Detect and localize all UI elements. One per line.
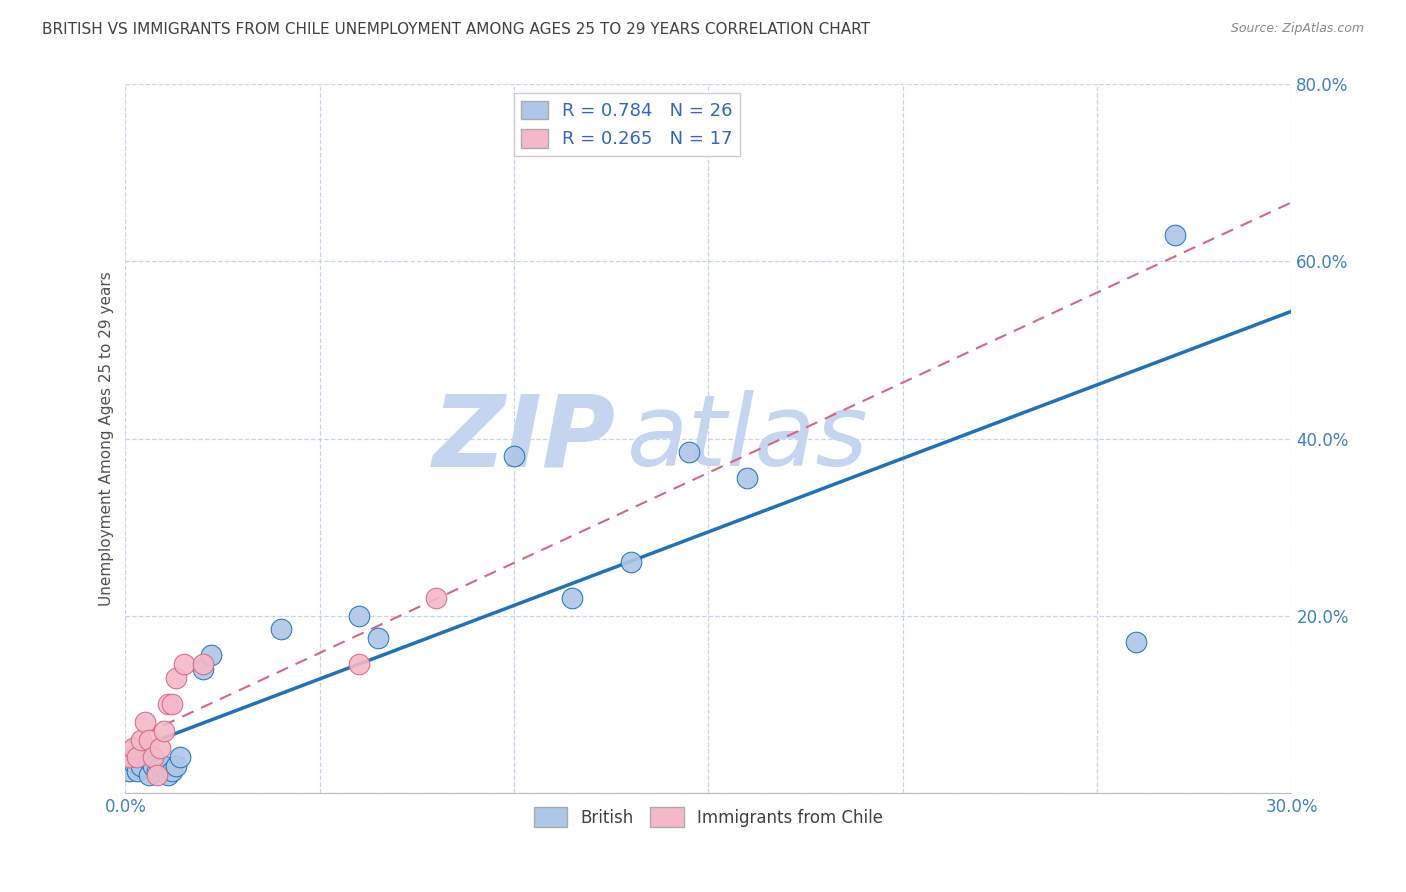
- Text: Source: ZipAtlas.com: Source: ZipAtlas.com: [1230, 22, 1364, 36]
- Point: [620, 556, 643, 570]
- Point: [1125, 635, 1147, 649]
- Point: [142, 759, 165, 773]
- Text: ZIP: ZIP: [432, 390, 616, 487]
- Y-axis label: Unemployment Among Ages 25 to 29 years: Unemployment Among Ages 25 to 29 years: [100, 271, 114, 606]
- Point: [157, 697, 180, 711]
- Point: [193, 657, 215, 672]
- Point: [134, 750, 156, 764]
- Point: [142, 750, 165, 764]
- Point: [145, 768, 167, 782]
- Point: [173, 657, 195, 672]
- Point: [503, 449, 526, 463]
- Point: [138, 732, 160, 747]
- Point: [169, 750, 191, 764]
- Point: [678, 445, 700, 459]
- Point: [127, 750, 149, 764]
- Point: [118, 764, 141, 778]
- Point: [157, 768, 180, 782]
- Point: [160, 764, 183, 778]
- Point: [138, 768, 160, 782]
- Text: atlas: atlas: [627, 390, 869, 487]
- Point: [193, 662, 215, 676]
- Point: [149, 741, 172, 756]
- Point: [425, 591, 447, 605]
- Point: [145, 764, 167, 778]
- Point: [165, 759, 187, 773]
- Point: [160, 697, 183, 711]
- Point: [134, 714, 156, 729]
- Point: [200, 648, 222, 663]
- Point: [122, 741, 145, 756]
- Point: [347, 657, 370, 672]
- Legend: British, Immigrants from Chile: British, Immigrants from Chile: [527, 800, 890, 834]
- Point: [149, 759, 172, 773]
- Point: [153, 723, 176, 738]
- Point: [165, 671, 187, 685]
- Point: [129, 732, 152, 747]
- Point: [270, 622, 292, 636]
- Point: [127, 764, 149, 778]
- Text: BRITISH VS IMMIGRANTS FROM CHILE UNEMPLOYMENT AMONG AGES 25 TO 29 YEARS CORRELAT: BRITISH VS IMMIGRANTS FROM CHILE UNEMPLO…: [42, 22, 870, 37]
- Point: [129, 759, 152, 773]
- Point: [118, 750, 141, 764]
- Point: [122, 755, 145, 769]
- Point: [153, 759, 176, 773]
- Point: [737, 471, 759, 485]
- Point: [1164, 227, 1187, 242]
- Point: [347, 608, 370, 623]
- Point: [561, 591, 583, 605]
- Point: [367, 631, 389, 645]
